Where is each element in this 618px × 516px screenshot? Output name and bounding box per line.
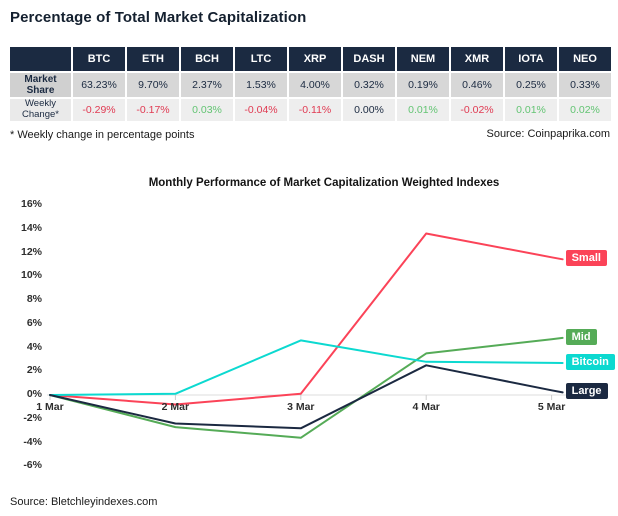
x-axis-label: 1 Mar <box>36 401 64 413</box>
series-line-large <box>49 364 564 430</box>
market-share-cell: 0.46% <box>451 73 503 97</box>
table-header-cell: DASH <box>343 47 395 71</box>
x-axis-label: 2 Mar <box>161 401 190 413</box>
chart-title: Monthly Performance of Market Capitaliza… <box>148 177 500 189</box>
market-table: BTC ETH BCH LTC XRP DASH NEM XMR IOTA NEO Market … <box>8 45 613 123</box>
line-chart: Small Mid Bitcoin Large 16% 14% 12% 10% 8% 6% 4% 2%… <box>0 195 618 485</box>
table-header-cell: BTC <box>73 47 125 71</box>
market-share-cell: 1.53% <box>235 73 287 97</box>
table-header-cell: XMR <box>451 47 503 71</box>
y-axis-label: 4% <box>26 340 42 353</box>
legend-badge-small: Small <box>565 250 607 267</box>
weekly-change-cell: -0.04% <box>235 99 287 121</box>
table-header-cell: ETH <box>127 47 179 71</box>
y-axis-label: 2% <box>26 364 42 377</box>
legend-badge-large: Large <box>565 383 608 400</box>
chart-svg <box>47 232 603 439</box>
y-axis-label: 12% <box>20 245 42 258</box>
footnote: * Weekly change in percentage points <box>10 129 195 141</box>
y-axis-label: 6% <box>26 316 42 329</box>
table-row: Weekly Change* -0.29% -0.17% 0.03% -0.04% -0.… <box>10 98 611 121</box>
table-header-cell: IOTA <box>505 47 557 71</box>
chart-source: Source: Bletchleyindexes.com <box>10 496 158 508</box>
market-share-cell: 0.32% <box>343 73 395 97</box>
series-line-small <box>49 232 564 406</box>
weekly-change-cell: 0.01% <box>505 99 557 121</box>
weekly-change-cell: -0.02% <box>451 99 503 121</box>
weekly-change-cell: 0.03% <box>181 99 233 121</box>
row-label: Market Share <box>10 73 71 97</box>
table-corner-cell <box>10 47 71 71</box>
table-row: Market Share 63.23% 9.70% 2.37% 1.53% 4.00% 0.… <box>10 73 611 97</box>
y-axis-label: -4% <box>23 435 42 448</box>
page-title: Percentage of Total Market Capitalizatio… <box>10 9 307 26</box>
legend-badge-bitcoin: Bitcoin <box>565 354 615 371</box>
market-share-cell: 0.33% <box>559 73 611 97</box>
y-axis-label: 16% <box>20 198 42 210</box>
table-header-cell: BCH <box>181 47 233 71</box>
weekly-change-cell: 0.00% <box>343 99 395 121</box>
x-axis-label: 5 Mar <box>537 401 566 413</box>
market-share-cell: 0.19% <box>397 73 449 97</box>
y-axis-label: -2% <box>23 411 42 424</box>
market-share-cell: 63.23% <box>73 73 125 97</box>
x-axis-label: 4 Mar <box>412 401 440 413</box>
market-share-cell: 2.37% <box>181 73 233 97</box>
series-line-bitcoin <box>49 339 564 396</box>
y-axis-label: 14% <box>20 221 42 234</box>
y-axis-label: 10% <box>20 269 42 282</box>
series-line-mid <box>49 336 564 439</box>
market-share-cell: 0.25% <box>505 73 557 97</box>
table-header-cell: LTC <box>235 47 287 71</box>
table-header-cell: NEM <box>397 47 449 71</box>
market-share-cell: 9.70% <box>127 73 179 97</box>
weekly-change-cell: -0.17% <box>127 99 179 121</box>
weekly-change-cell: -0.29% <box>73 99 125 121</box>
row-label: Weekly Change* <box>10 98 71 121</box>
table-header-row: BTC ETH BCH LTC XRP DASH NEM XMR IOTA NEO <box>10 47 611 71</box>
weekly-change-cell: 0.01% <box>397 99 449 121</box>
y-axis-label: 0% <box>26 388 42 400</box>
legend-badge-mid: Mid <box>565 328 597 345</box>
table-header-cell: XRP <box>289 47 341 71</box>
weekly-change-cell: -0.11% <box>289 99 341 121</box>
y-axis-label: -6% <box>23 459 42 472</box>
weekly-change-cell: 0.02% <box>559 99 611 121</box>
y-axis-label: 8% <box>26 293 42 305</box>
market-share-cell: 4.00% <box>289 73 341 97</box>
x-axis-label: 3 Mar <box>287 401 315 413</box>
table-source: Source: Coinpaprika.com <box>486 128 610 140</box>
table-header-cell: NEO <box>559 47 611 71</box>
